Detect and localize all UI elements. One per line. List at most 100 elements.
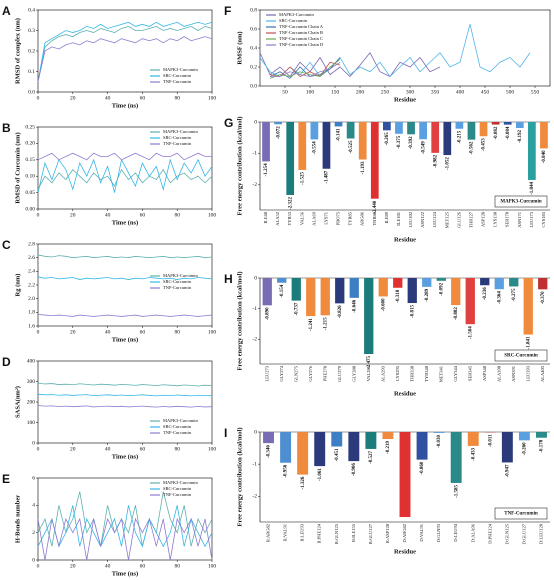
y-axis-label: Rg (nm) [14, 274, 21, 297]
value-label: -0.375 [397, 135, 402, 148]
y-tick-label: 0.4 [250, 45, 257, 51]
value-label: -0.364 [497, 291, 502, 304]
series-line [270, 61, 341, 77]
y-tick-label: 2.8 [28, 241, 35, 247]
x-tick-label: TYR53 [287, 211, 292, 225]
x-tick-label: 200 [356, 89, 365, 95]
value-label: -0.318 [396, 289, 401, 302]
bar [451, 278, 461, 306]
legend-label: TNF-Curcumin [163, 79, 192, 84]
x-tick-label: 40 [105, 95, 111, 101]
value-label: -0.011 [488, 434, 493, 447]
panel-label: A [2, 4, 11, 18]
x-tick-label: B:LEU93 [300, 523, 305, 541]
legend-label: TNF-Curcumin [163, 430, 192, 435]
value-label: -0.178 [540, 439, 545, 452]
bar [455, 122, 464, 129]
series-line [37, 405, 213, 408]
x-tick-label: GLN275 [293, 365, 298, 382]
bar [310, 122, 319, 140]
x-tick-label: ILE48 [263, 211, 268, 223]
bar [383, 122, 391, 131]
series-line [37, 517, 213, 561]
x-tick-label: 300 [406, 89, 415, 95]
value-label: -1.504 [468, 326, 473, 339]
x-tick-label: CYS183 [541, 211, 546, 227]
x-tick-label: D:VAL91 [419, 524, 424, 542]
x-tick-label: VAL281 [366, 366, 371, 381]
legend-label: MAPK3-Curcumin [163, 129, 198, 134]
bar [503, 122, 512, 125]
bar [494, 278, 504, 290]
x-tick-label: B:ASP120 [385, 523, 390, 543]
x-tick-label: ASN391 [511, 366, 516, 382]
bar [280, 432, 292, 463]
series-line [37, 393, 213, 397]
panel-label: G [224, 116, 233, 130]
x-tick-label: 550 [531, 89, 540, 95]
value-label: -0.219 [386, 441, 391, 454]
x-tick-label: 60 [140, 212, 146, 218]
x-tick-label: ASN171 [517, 212, 522, 228]
x-tick-label: MET341 [438, 366, 443, 382]
y-tick-label: -2 [252, 182, 257, 188]
value-label: -1.326 [301, 476, 306, 489]
y-tick-label: 0.1 [28, 69, 35, 75]
bar [501, 432, 513, 463]
value-label: -0.527 [369, 450, 374, 463]
series-line [37, 382, 213, 387]
bar [306, 278, 316, 317]
y-tick-label: -1 [252, 306, 257, 312]
y-tick-label: 0.10 [25, 173, 35, 179]
x-tick-label: 0 [37, 329, 40, 335]
y-tick-label: -2 [252, 494, 257, 500]
x-tick-label: D:GLN93 [436, 523, 441, 542]
x-tick-label: 0 [37, 446, 40, 452]
bar [286, 122, 295, 195]
x-tick-label: GLY280 [351, 365, 356, 381]
x-tick-label: 0 [37, 563, 40, 569]
x-tick-label: D:ARG82 [402, 524, 407, 543]
value-label: -0.826 [338, 305, 343, 318]
x-tick-label: D:GLU127 [521, 523, 526, 544]
panel-label: E [2, 472, 10, 486]
x-tick-label: THR88 [372, 211, 377, 225]
x-tick-label: D:PHE124 [487, 523, 492, 544]
y-tick-label: 0 [254, 119, 257, 125]
bar [334, 122, 343, 127]
legend-label: MAPK3-Curcumin [163, 67, 198, 72]
bar [382, 432, 394, 440]
legend-label: TNF-Curcumin [163, 141, 192, 146]
series-line [269, 57, 341, 79]
y-axis-label: H-Bonds number [14, 495, 21, 543]
legend-box [494, 195, 548, 208]
x-tick-label: MET125 [444, 211, 449, 228]
panel-label: H [224, 272, 233, 286]
legend-label: SRC-Curcumin [504, 354, 538, 359]
y-tick-label: 0.25 [25, 124, 35, 130]
x-tick-label: 60 [140, 329, 146, 335]
value-label: -0.433 [471, 447, 476, 460]
y-tick-label: 0.3 [28, 28, 35, 34]
x-tick-label: B:PHE124 [317, 523, 322, 543]
bar [298, 122, 307, 170]
x-tick-label: 20 [70, 95, 76, 101]
value-label: -0.525 [349, 140, 354, 153]
x-tick-label: ASN122 [420, 212, 425, 228]
x-tick-label: 100 [208, 212, 217, 218]
x-tick-label: ARG86 [360, 211, 365, 226]
x-tick-label: 40 [105, 446, 111, 452]
legend-label: TNF-Curcumin [163, 492, 192, 497]
bar [349, 278, 359, 298]
y-tick-label: 0.15 [25, 157, 35, 163]
y-tick-label: 0.0 [250, 83, 257, 89]
x-tick-label: 20 [70, 446, 76, 452]
x-tick-label: ASP128 [481, 211, 486, 227]
y-tick-label: 2.6 [28, 255, 35, 261]
value-label: -1.052 [445, 157, 450, 170]
plot-frame [37, 126, 213, 210]
x-tick-label: 350 [431, 89, 440, 95]
panel-label: D [2, 355, 11, 369]
panel-label: F [224, 4, 231, 18]
x-tick-label: 80 [174, 446, 180, 452]
